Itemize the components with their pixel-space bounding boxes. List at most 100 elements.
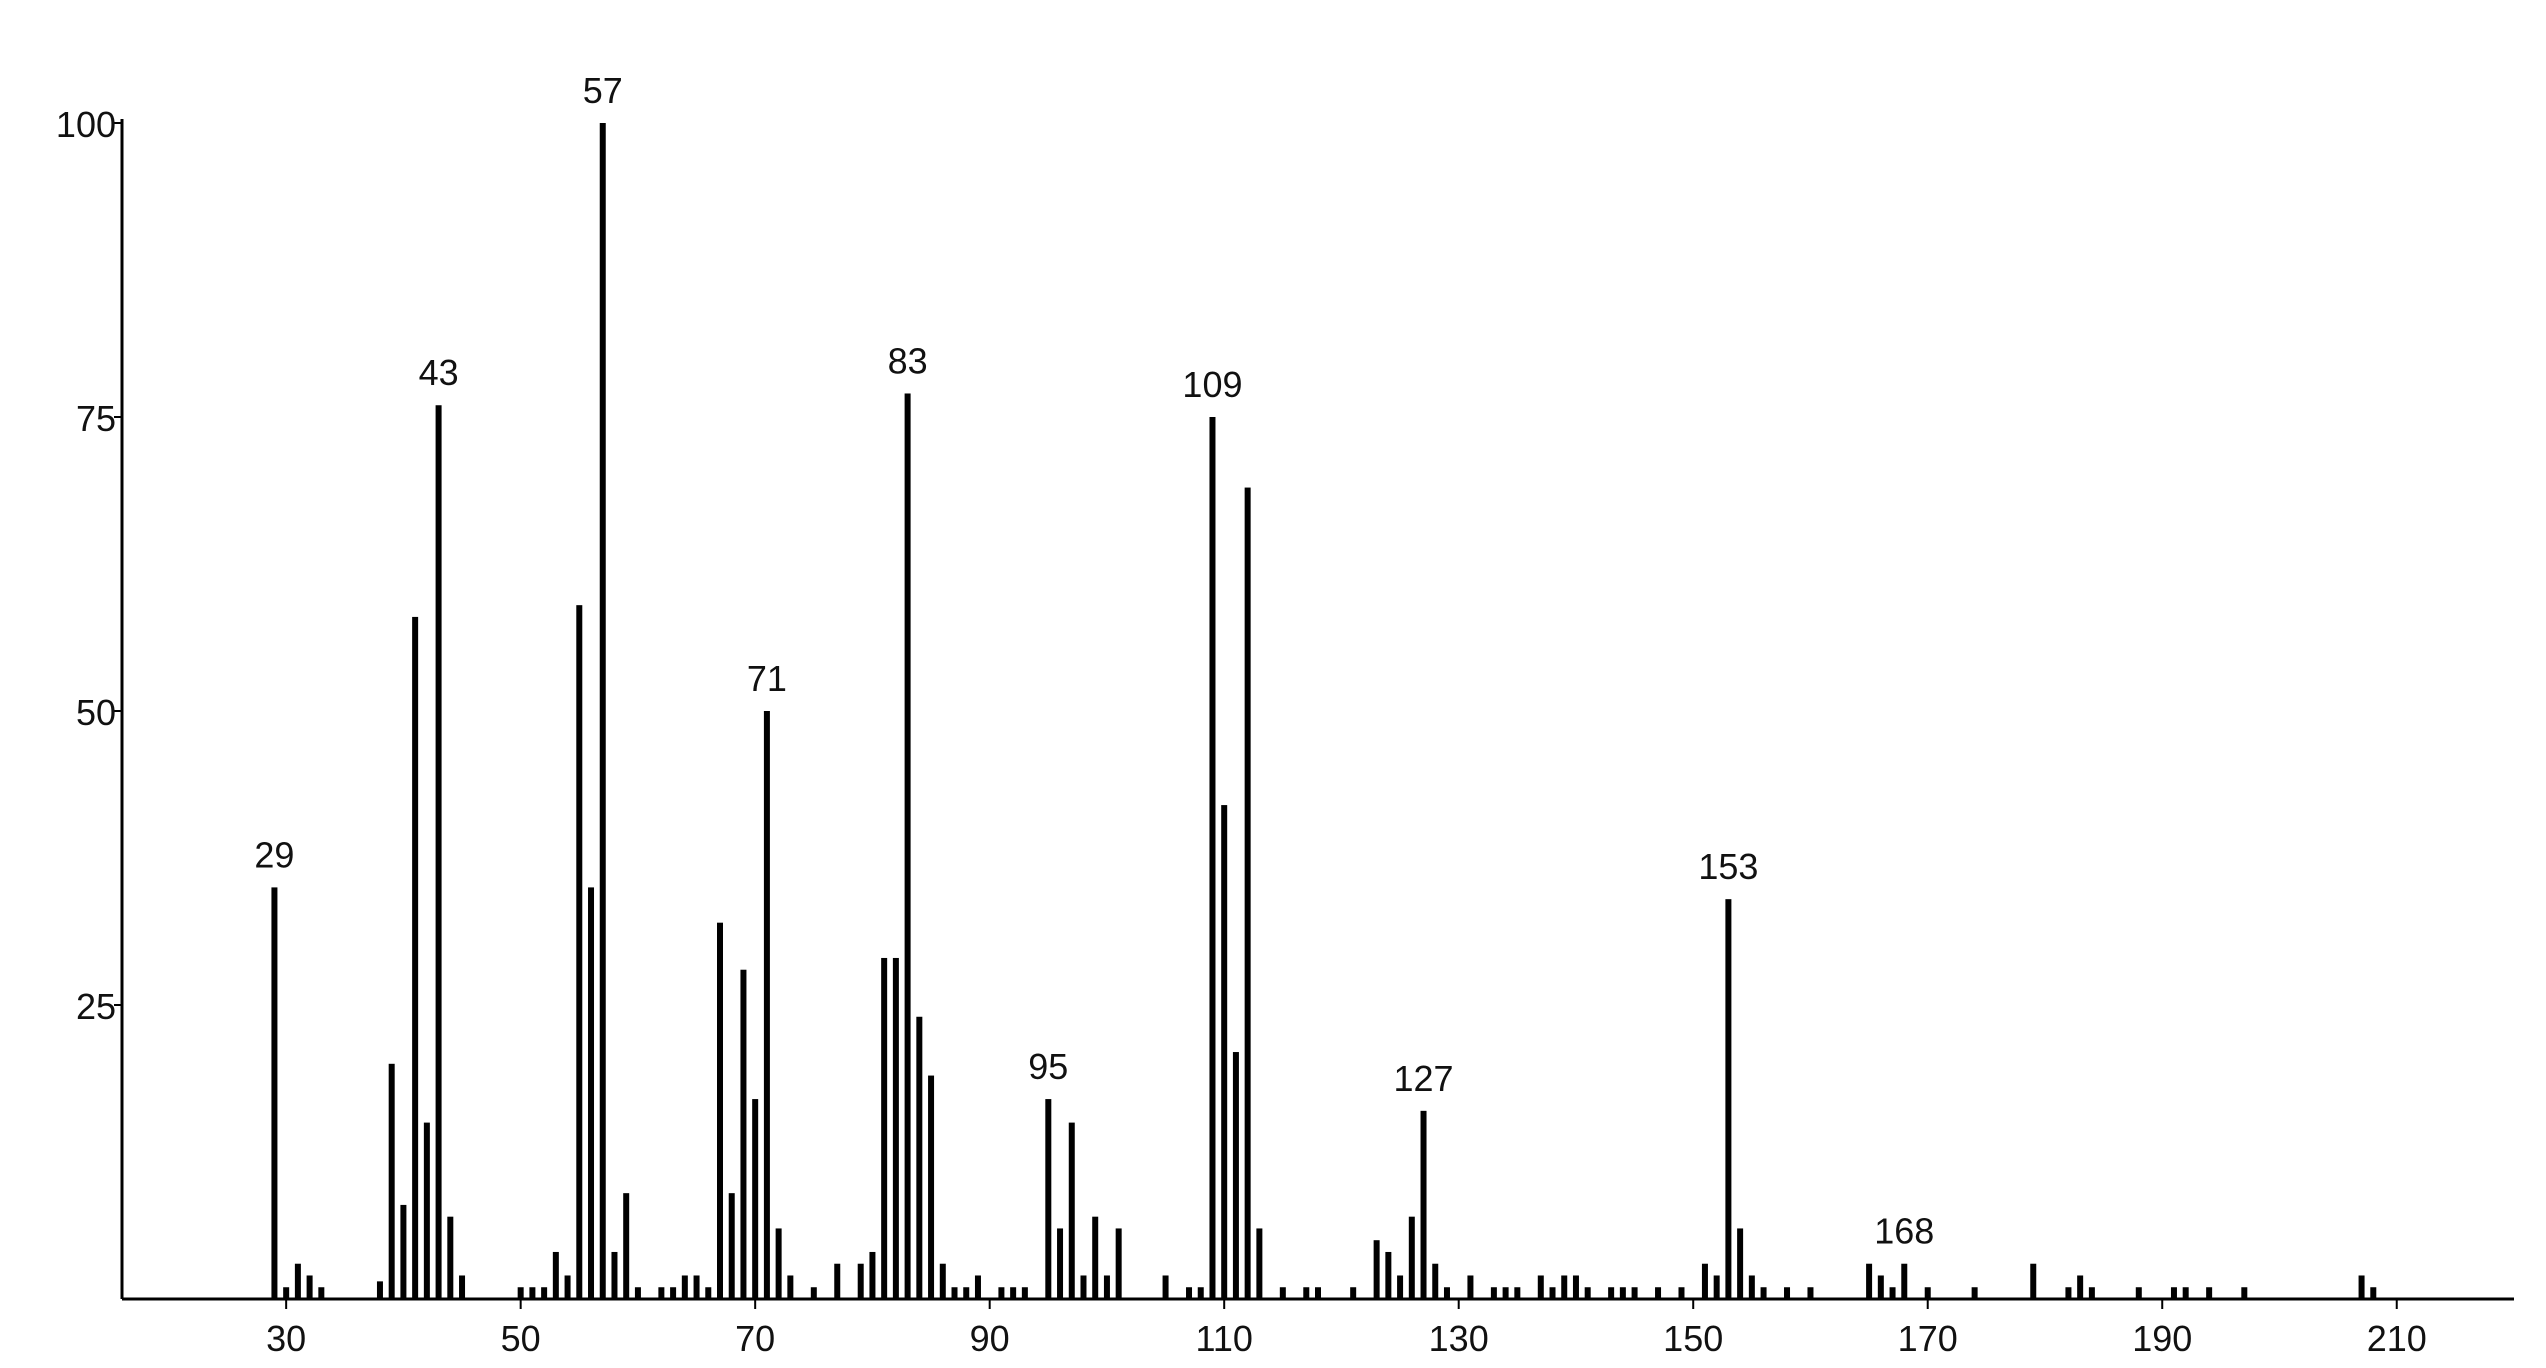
- bar: [1748, 1275, 1755, 1299]
- bar: [1162, 1275, 1169, 1299]
- bar: [728, 1193, 735, 1299]
- bar: [998, 1287, 1005, 1299]
- bar: [529, 1287, 536, 1299]
- bar: [752, 1099, 759, 1299]
- bar: [1197, 1287, 1204, 1299]
- bar: [1924, 1287, 1931, 1299]
- bar: [423, 1122, 430, 1299]
- bar: [517, 1287, 524, 1299]
- x-tick-label: 50: [501, 1318, 541, 1359]
- bar: [1408, 1216, 1415, 1299]
- bar: [1807, 1287, 1814, 1299]
- bar: [1010, 1287, 1017, 1299]
- bar: [318, 1287, 325, 1299]
- bar: [306, 1275, 313, 1299]
- peak-label: 83: [888, 340, 928, 381]
- y-tick-label: 25: [76, 986, 116, 1027]
- y-tick-label: 100: [56, 104, 116, 145]
- bar: [576, 605, 583, 1299]
- bar: [459, 1275, 466, 1299]
- peak-label: 57: [583, 70, 623, 111]
- bar: [1584, 1287, 1591, 1299]
- peak-label: 29: [254, 834, 294, 875]
- bar: [1561, 1275, 1568, 1299]
- bar: [1373, 1240, 1380, 1299]
- bar: [916, 1016, 923, 1299]
- bar: [1350, 1287, 1357, 1299]
- x-tick-label: 210: [2367, 1318, 2427, 1359]
- bar: [552, 1251, 559, 1299]
- bar: [2088, 1287, 2095, 1299]
- bar: [834, 1263, 841, 1299]
- bar: [541, 1287, 548, 1299]
- bar: [1232, 1052, 1239, 1299]
- bar: [2170, 1287, 2177, 1299]
- bar: [388, 1063, 395, 1299]
- bar: [1103, 1275, 1110, 1299]
- bar: [1115, 1228, 1122, 1299]
- bar: [1678, 1287, 1685, 1299]
- bar: [1443, 1287, 1450, 1299]
- bar: [857, 1263, 864, 1299]
- bar: [1467, 1275, 1474, 1299]
- bar: [904, 393, 911, 1300]
- bar: [1397, 1275, 1404, 1299]
- bar: [1021, 1287, 1028, 1299]
- bar: [681, 1275, 688, 1299]
- bar: [2182, 1287, 2189, 1299]
- bar: [1713, 1275, 1720, 1299]
- bar: [1315, 1287, 1321, 1299]
- bar: [717, 922, 723, 1299]
- bar: [1655, 1287, 1662, 1299]
- bar: [2030, 1263, 2037, 1299]
- bar: [1080, 1275, 1087, 1299]
- bar: [1045, 1099, 1052, 1299]
- bar: [1760, 1287, 1767, 1299]
- bar: [974, 1275, 981, 1299]
- bar: [447, 1216, 454, 1299]
- bar: [1971, 1287, 1978, 1299]
- bar: [1549, 1287, 1556, 1299]
- peak-label: 127: [1393, 1058, 1453, 1099]
- peak-label: 168: [1874, 1211, 1934, 1252]
- bar: [763, 711, 770, 1299]
- bar: [1877, 1275, 1884, 1299]
- bar: [1502, 1287, 1509, 1299]
- x-tick-label: 130: [1429, 1318, 1489, 1359]
- bar: [2135, 1287, 2142, 1299]
- bar: [670, 1287, 677, 1299]
- bar: [939, 1263, 946, 1299]
- bar: [283, 1287, 290, 1299]
- bar: [435, 405, 442, 1299]
- bar: [2077, 1275, 2084, 1299]
- bar: [810, 1287, 817, 1299]
- bar: [1057, 1228, 1064, 1299]
- y-tick-label: 50: [76, 692, 116, 733]
- peak-label: 43: [419, 352, 459, 393]
- bar: [1385, 1251, 1392, 1299]
- bar: [1514, 1287, 1521, 1299]
- bar: [634, 1287, 641, 1299]
- bar: [1256, 1228, 1263, 1299]
- bar: [1244, 487, 1251, 1299]
- bar: [787, 1275, 794, 1299]
- bar: [1572, 1275, 1579, 1299]
- x-tick-label: 150: [1663, 1318, 1723, 1359]
- bar: [693, 1275, 700, 1299]
- bar: [412, 616, 419, 1299]
- x-tick-label: 30: [266, 1318, 306, 1359]
- bar: [2065, 1287, 2072, 1299]
- bar: [775, 1228, 782, 1299]
- bar: [705, 1287, 712, 1299]
- bar: [2206, 1287, 2213, 1299]
- bar: [951, 1287, 958, 1299]
- bar: [623, 1193, 630, 1299]
- peak-label: 95: [1028, 1046, 1068, 1087]
- bar: [1537, 1275, 1544, 1299]
- bar: [271, 887, 278, 1299]
- bar: [963, 1287, 970, 1299]
- bar: [1737, 1228, 1744, 1299]
- bar: [881, 957, 888, 1299]
- bar: [400, 1204, 407, 1299]
- x-tick-label: 110: [1195, 1318, 1252, 1359]
